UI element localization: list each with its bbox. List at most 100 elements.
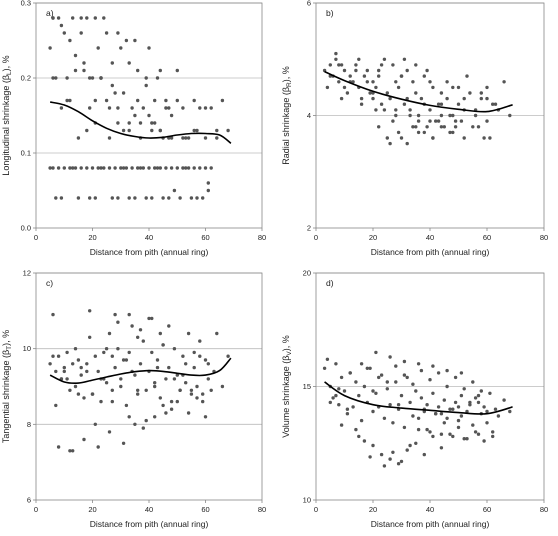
data-point [473, 430, 478, 434]
data-point [419, 96, 424, 101]
x-tick-label: 20 [88, 233, 96, 242]
data-point [136, 68, 140, 73]
data-point [385, 387, 389, 391]
data-point [434, 119, 438, 123]
data-point [150, 128, 154, 133]
data-point [164, 166, 168, 170]
data-point [107, 106, 112, 110]
data-point [436, 371, 441, 375]
data-point [155, 365, 160, 370]
data-point [82, 61, 86, 65]
data-point [436, 405, 441, 409]
data-point [51, 312, 55, 317]
data-point [102, 16, 106, 20]
data-point [155, 358, 160, 362]
data-point [382, 416, 387, 420]
data-point [408, 443, 412, 448]
data-point [456, 85, 461, 90]
data-point [65, 350, 69, 355]
data-point [402, 373, 407, 377]
data-point [169, 399, 174, 404]
data-point [436, 119, 441, 123]
data-point [220, 384, 225, 389]
data-point [402, 102, 407, 106]
data-point [339, 375, 344, 380]
data-point [439, 412, 444, 416]
data-point [479, 96, 483, 101]
data-point [175, 166, 179, 170]
data-point [181, 354, 185, 358]
data-point [394, 113, 398, 118]
data-point [359, 102, 364, 106]
data-point [113, 166, 117, 170]
data-point [192, 365, 196, 370]
data-point [396, 130, 401, 135]
data-point [153, 98, 157, 103]
data-point [76, 136, 81, 140]
data-point [365, 80, 369, 84]
data-point [425, 403, 429, 407]
data-point [133, 38, 137, 43]
data-point [414, 389, 418, 393]
data-point [502, 80, 506, 84]
data-point [99, 399, 103, 404]
data-point [488, 136, 492, 140]
data-point [220, 98, 225, 103]
data-point [73, 53, 78, 58]
data-point [479, 91, 483, 95]
data-point [408, 113, 412, 118]
data-point [439, 113, 444, 118]
data-point [416, 113, 421, 118]
data-point [456, 418, 461, 423]
data-point [164, 411, 168, 415]
data-point [428, 80, 432, 84]
data-point [374, 350, 378, 355]
data-point [385, 91, 389, 95]
data-point [453, 400, 458, 405]
data-point [459, 393, 464, 398]
data-point [388, 141, 392, 146]
data-point [169, 113, 174, 118]
data-point [342, 68, 347, 73]
data-point [385, 136, 389, 140]
data-point [331, 396, 335, 400]
data-point [226, 354, 230, 358]
data-point [147, 316, 151, 321]
data-point [502, 398, 506, 402]
data-point [402, 359, 407, 364]
data-point [150, 196, 154, 200]
data-point [54, 76, 58, 80]
data-point [465, 409, 469, 414]
data-point [99, 166, 103, 170]
data-point [394, 108, 398, 112]
data-point [186, 166, 191, 170]
data-point [442, 421, 446, 425]
x-tick-label: 40 [426, 505, 434, 514]
data-point [88, 106, 92, 110]
data-point [396, 85, 401, 90]
data-point [419, 368, 424, 373]
data-point [121, 166, 126, 170]
data-point [206, 181, 210, 185]
data-point [71, 449, 75, 453]
data-point [328, 400, 332, 405]
data-point [203, 358, 208, 362]
data-point [65, 98, 69, 103]
x-axis-label: Distance from pith (annual ring) [90, 247, 209, 257]
data-point [405, 68, 409, 73]
y-tick-label: 20 [303, 269, 311, 278]
data-point [203, 166, 208, 170]
data-point [144, 388, 148, 392]
data-point [351, 405, 355, 409]
data-point [68, 98, 72, 103]
y-tick-label: 10 [23, 344, 31, 353]
data-point [357, 393, 361, 398]
data-point [362, 384, 367, 389]
data-point [172, 188, 177, 193]
data-point [68, 166, 72, 170]
data-point [158, 396, 162, 400]
x-tick-label: 0 [314, 505, 318, 514]
data-point [491, 434, 495, 439]
data-point [377, 125, 381, 129]
data-point [169, 407, 174, 411]
